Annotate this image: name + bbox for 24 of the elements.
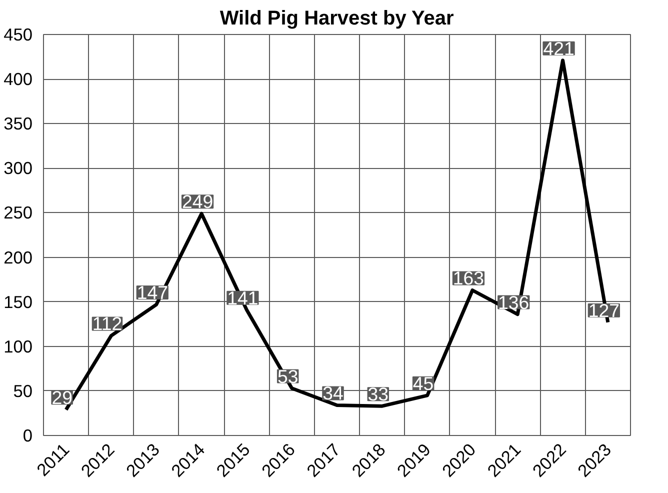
data-label: 29 [52,387,72,408]
data-label: 33 [368,384,389,405]
data-label: 147 [136,282,168,304]
data-label: 34 [322,382,344,404]
data-label: 53 [277,366,298,387]
y-tick-label: 450 [4,24,33,44]
data-label: 136 [498,292,530,313]
data-label: 141 [227,287,258,308]
data-label: 421 [543,38,574,59]
y-tick-label: 200 [4,247,33,268]
data-label: 127 [588,300,620,321]
y-tick-label: 400 [4,69,33,90]
y-tick-label: 0 [22,426,33,446]
y-tick-label: 350 [4,114,33,134]
data-label: 249 [182,191,214,212]
data-label: 112 [92,313,122,334]
y-tick-label: 300 [4,158,33,178]
data-label: 45 [412,372,434,394]
y-tick-label: 100 [4,336,33,356]
chart-title: Wild Pig Harvest by Year [220,8,454,30]
data-label: 163 [452,268,484,289]
y-tick-label: 50 [13,380,33,401]
y-tick-label: 250 [4,202,33,223]
y-tick-label: 150 [4,292,33,312]
